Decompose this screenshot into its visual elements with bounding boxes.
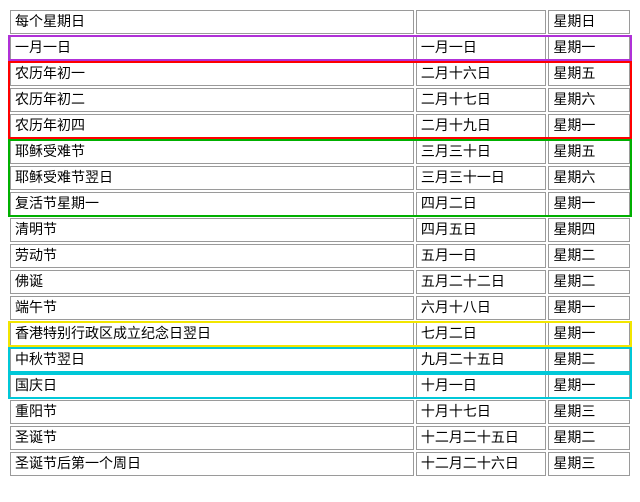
holiday-date-cell: 四月二日	[416, 192, 547, 216]
table-row: 中秋节翌日九月二十五日星期二	[10, 348, 630, 372]
holiday-date-cell: 四月五日	[416, 218, 547, 242]
holiday-name-cell: 耶稣受难节	[10, 140, 414, 164]
holiday-dow-cell: 星期二	[548, 426, 630, 450]
holiday-date-cell: 十二月二十五日	[416, 426, 547, 450]
holiday-name-cell: 复活节星期一	[10, 192, 414, 216]
table-row: 耶稣受难节翌日三月三十一日星期六	[10, 166, 630, 190]
holiday-dow-cell: 星期五	[548, 140, 630, 164]
holiday-dow-cell: 星期一	[548, 192, 630, 216]
table-row: 农历年初四二月十九日星期一	[10, 114, 630, 138]
holiday-date-cell: 五月二十二日	[416, 270, 547, 294]
holiday-dow-cell: 星期一	[548, 114, 630, 138]
table-row: 香港特别行政区成立纪念日翌日七月二日星期一	[10, 322, 630, 346]
table-row: 国庆日十月一日星期一	[10, 374, 630, 398]
holiday-name-cell: 端午节	[10, 296, 414, 320]
table-row: 圣诞节后第一个周日十二月二十六日星期三	[10, 452, 630, 476]
holiday-table-container: 每个星期日星期日一月一日一月一日星期一农历年初一二月十六日星期五农历年初二二月十…	[8, 8, 632, 478]
holiday-dow-cell: 星期二	[548, 348, 630, 372]
holiday-dow-cell: 星期三	[548, 400, 630, 424]
table-row: 农历年初一二月十六日星期五	[10, 62, 630, 86]
table-row: 重阳节十月十七日星期三	[10, 400, 630, 424]
holiday-name-cell: 重阳节	[10, 400, 414, 424]
table-row: 农历年初二二月十七日星期六	[10, 88, 630, 112]
table-row: 圣诞节十二月二十五日星期二	[10, 426, 630, 450]
table-row: 佛诞五月二十二日星期二	[10, 270, 630, 294]
holiday-date-cell: 十二月二十六日	[416, 452, 547, 476]
table-row: 耶稣受难节三月三十日星期五	[10, 140, 630, 164]
holiday-name-cell: 农历年初一	[10, 62, 414, 86]
holiday-date-cell: 一月一日	[416, 36, 547, 60]
holiday-date-cell: 三月三十日	[416, 140, 547, 164]
holiday-dow-cell: 星期一	[548, 36, 630, 60]
holiday-dow-cell: 星期四	[548, 218, 630, 242]
holiday-dow-cell: 星期日	[548, 10, 630, 34]
table-row: 一月一日一月一日星期一	[10, 36, 630, 60]
holiday-dow-cell: 星期一	[548, 322, 630, 346]
holiday-date-cell: 三月三十一日	[416, 166, 547, 190]
holiday-name-cell: 每个星期日	[10, 10, 414, 34]
holiday-dow-cell: 星期一	[548, 296, 630, 320]
table-row: 劳动节五月一日星期二	[10, 244, 630, 268]
holiday-date-cell: 五月一日	[416, 244, 547, 268]
holiday-name-cell: 香港特别行政区成立纪念日翌日	[10, 322, 414, 346]
holiday-name-cell: 国庆日	[10, 374, 414, 398]
holiday-name-cell: 一月一日	[10, 36, 414, 60]
holiday-dow-cell: 星期二	[548, 270, 630, 294]
holiday-name-cell: 中秋节翌日	[10, 348, 414, 372]
holiday-date-cell: 十月十七日	[416, 400, 547, 424]
holiday-date-cell: 十月一日	[416, 374, 547, 398]
holiday-dow-cell: 星期三	[548, 452, 630, 476]
holiday-dow-cell: 星期二	[548, 244, 630, 268]
holiday-name-cell: 农历年初二	[10, 88, 414, 112]
holiday-name-cell: 农历年初四	[10, 114, 414, 138]
holiday-date-cell: 六月十八日	[416, 296, 547, 320]
holiday-date-cell	[416, 10, 547, 34]
holiday-date-cell: 二月十六日	[416, 62, 547, 86]
holiday-dow-cell: 星期五	[548, 62, 630, 86]
holiday-name-cell: 佛诞	[10, 270, 414, 294]
holiday-name-cell: 圣诞节后第一个周日	[10, 452, 414, 476]
holiday-date-cell: 九月二十五日	[416, 348, 547, 372]
holiday-name-cell: 清明节	[10, 218, 414, 242]
holiday-date-cell: 二月十七日	[416, 88, 547, 112]
holiday-dow-cell: 星期六	[548, 166, 630, 190]
holiday-dow-cell: 星期六	[548, 88, 630, 112]
table-row: 清明节四月五日星期四	[10, 218, 630, 242]
holiday-table: 每个星期日星期日一月一日一月一日星期一农历年初一二月十六日星期五农历年初二二月十…	[8, 8, 632, 478]
table-row: 复活节星期一四月二日星期一	[10, 192, 630, 216]
holiday-date-cell: 二月十九日	[416, 114, 547, 138]
table-row: 端午节六月十八日星期一	[10, 296, 630, 320]
holiday-name-cell: 圣诞节	[10, 426, 414, 450]
holiday-name-cell: 劳动节	[10, 244, 414, 268]
holiday-dow-cell: 星期一	[548, 374, 630, 398]
table-row: 每个星期日 星期日	[10, 10, 630, 34]
holiday-date-cell: 七月二日	[416, 322, 547, 346]
holiday-name-cell: 耶稣受难节翌日	[10, 166, 414, 190]
